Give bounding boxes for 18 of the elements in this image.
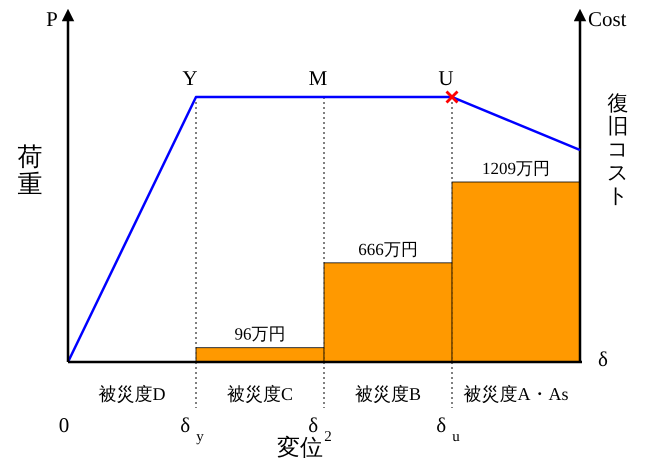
data-label: 666万円 xyxy=(358,240,418,259)
text: Cost xyxy=(588,7,627,31)
x-tick-label: 0 xyxy=(58,413,70,437)
x-tick-label: δ$_{u}$ xyxy=(436,413,460,445)
annotation: δ xyxy=(598,347,608,371)
annotation: U xyxy=(438,66,454,90)
y2-axis-title: 復旧コスト xyxy=(607,91,629,208)
text: 被災度D xyxy=(98,384,166,404)
annotation: M xyxy=(308,66,328,90)
text: P xyxy=(46,7,58,31)
text: 被災度A・As xyxy=(463,384,569,404)
text: 被災度B xyxy=(354,384,422,404)
annotation: Y xyxy=(182,66,198,90)
text: 被災度C xyxy=(226,384,294,404)
data-label: 1209万円 xyxy=(482,159,550,178)
data-label: 96万円 xyxy=(234,324,286,344)
x-tick-label: δ$_{y}$ xyxy=(180,413,204,445)
y-axis-title: 荷重 xyxy=(18,144,42,198)
